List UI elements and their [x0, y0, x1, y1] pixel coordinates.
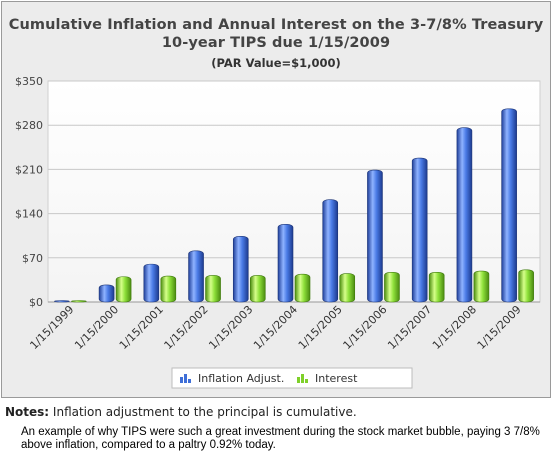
- legend-label-interest: Interest: [315, 372, 358, 385]
- bar-interest: [294, 273, 311, 303]
- bar-interest: [473, 270, 490, 303]
- x-tick-label: 1/15/2005: [296, 303, 345, 352]
- bar-interest: [115, 276, 132, 303]
- x-tick-label: 1/15/2002: [162, 303, 211, 352]
- bar-interest: [518, 269, 534, 303]
- bar-inflation-adjust: [367, 169, 383, 303]
- caption: An example of why TIPS were such a great…: [21, 426, 540, 451]
- chart-svg: $0$70$140$210$280$3501/15/19991/15/20001…: [15, 75, 541, 389]
- notes-label: Notes:: [5, 405, 50, 419]
- bar-inflation-adjust: [456, 127, 473, 303]
- y-tick-label: $0: [29, 296, 43, 309]
- bar-interest: [384, 272, 400, 303]
- legend-icon-inflation: [180, 374, 191, 383]
- bar-inflation-adjust: [54, 300, 70, 303]
- bar-inflation-adjust: [98, 284, 115, 303]
- x-tick-label: 1/15/2007: [385, 303, 434, 352]
- chart-title-line-2: 10-year TIPS due 1/15/2009: [161, 35, 391, 51]
- notes: Notes: Inflation adjustment to the princ…: [5, 405, 357, 419]
- bar-interest: [428, 272, 445, 303]
- legend-icon-interest: [297, 374, 308, 383]
- x-tick-label: 1/15/2009: [475, 303, 524, 352]
- y-tick-label: $210: [15, 163, 43, 176]
- bar-interest: [205, 275, 221, 303]
- bar-interest: [160, 275, 177, 303]
- x-tick-label: 1/15/2006: [340, 303, 389, 352]
- bar-interest: [339, 273, 356, 303]
- x-tick-label: 1/15/1999: [27, 303, 76, 352]
- y-tick-label: $280: [15, 119, 43, 132]
- x-tick-label: 1/15/2000: [72, 303, 121, 352]
- chart-title-line-1: Cumulative Inflation and Annual Interest…: [8, 17, 544, 33]
- bar-inflation-adjust: [232, 236, 249, 303]
- x-tick-label: 1/15/2001: [117, 303, 166, 352]
- chart-title-block: Cumulative Inflation and Annual Interest…: [2, 16, 550, 72]
- bar-interest: [71, 300, 87, 303]
- x-tick-label: 1/15/2008: [430, 303, 479, 352]
- notes-text: Inflation adjustment to the principal is…: [49, 405, 357, 419]
- bar-inflation-adjust: [411, 157, 428, 303]
- bar-inflation-adjust: [188, 250, 204, 303]
- bar-inflation-adjust: [143, 263, 160, 303]
- bar-interest: [249, 275, 266, 303]
- bar-inflation-adjust: [322, 199, 339, 303]
- y-tick-label: $350: [15, 75, 43, 88]
- legend-box: [171, 367, 413, 389]
- chart-subtitle: (PAR Value=$1,000): [211, 56, 341, 70]
- legend-label-inflation: Inflation Adjust.: [198, 372, 284, 385]
- bar-inflation-adjust: [277, 224, 294, 303]
- y-tick-label: $70: [22, 252, 43, 265]
- x-tick-label: 1/15/2004: [251, 303, 300, 352]
- x-tick-label: 1/15/2003: [206, 303, 255, 352]
- y-tick-label: $140: [15, 208, 43, 221]
- bar-inflation-adjust: [501, 108, 517, 303]
